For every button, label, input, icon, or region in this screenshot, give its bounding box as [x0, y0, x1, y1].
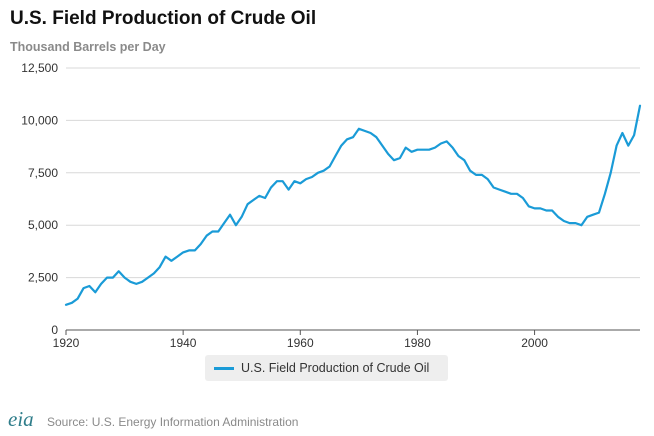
- legend[interactable]: U.S. Field Production of Crude Oil: [205, 355, 448, 381]
- y-tick-label: 7,500: [28, 166, 58, 180]
- eia-logo: eia: [8, 407, 34, 431]
- series-line[interactable]: [64, 104, 642, 306]
- y-tick-label: 12,500: [21, 61, 58, 75]
- y-tick-label: 5,000: [28, 218, 58, 232]
- axes: 0 2,500 5,000 7,500 10,000 12,500 1920 1940 1960…: [21, 61, 640, 350]
- legend-label: U.S. Field Production of Crude Oil: [241, 361, 430, 375]
- series-layer: [64, 104, 642, 306]
- x-tick-label: 1920: [53, 336, 80, 350]
- x-tick-label: 1980: [404, 336, 431, 350]
- y-tick-label: 2,500: [28, 271, 58, 285]
- x-tick-label: 1940: [170, 336, 197, 350]
- y-tick-label: 10,000: [21, 113, 58, 127]
- grid-lines: [66, 67, 640, 279]
- x-tick-label: 2000: [521, 336, 548, 350]
- source-note: Source: U.S. Energy Information Administ…: [47, 415, 299, 429]
- chart-subtitle: Thousand Barrels per Day: [10, 40, 166, 54]
- chart-title: U.S. Field Production of Crude Oil: [10, 8, 317, 29]
- y-tick-label: 0: [51, 323, 58, 337]
- legend-swatch: [214, 367, 234, 370]
- x-tick-label: 1960: [287, 336, 314, 350]
